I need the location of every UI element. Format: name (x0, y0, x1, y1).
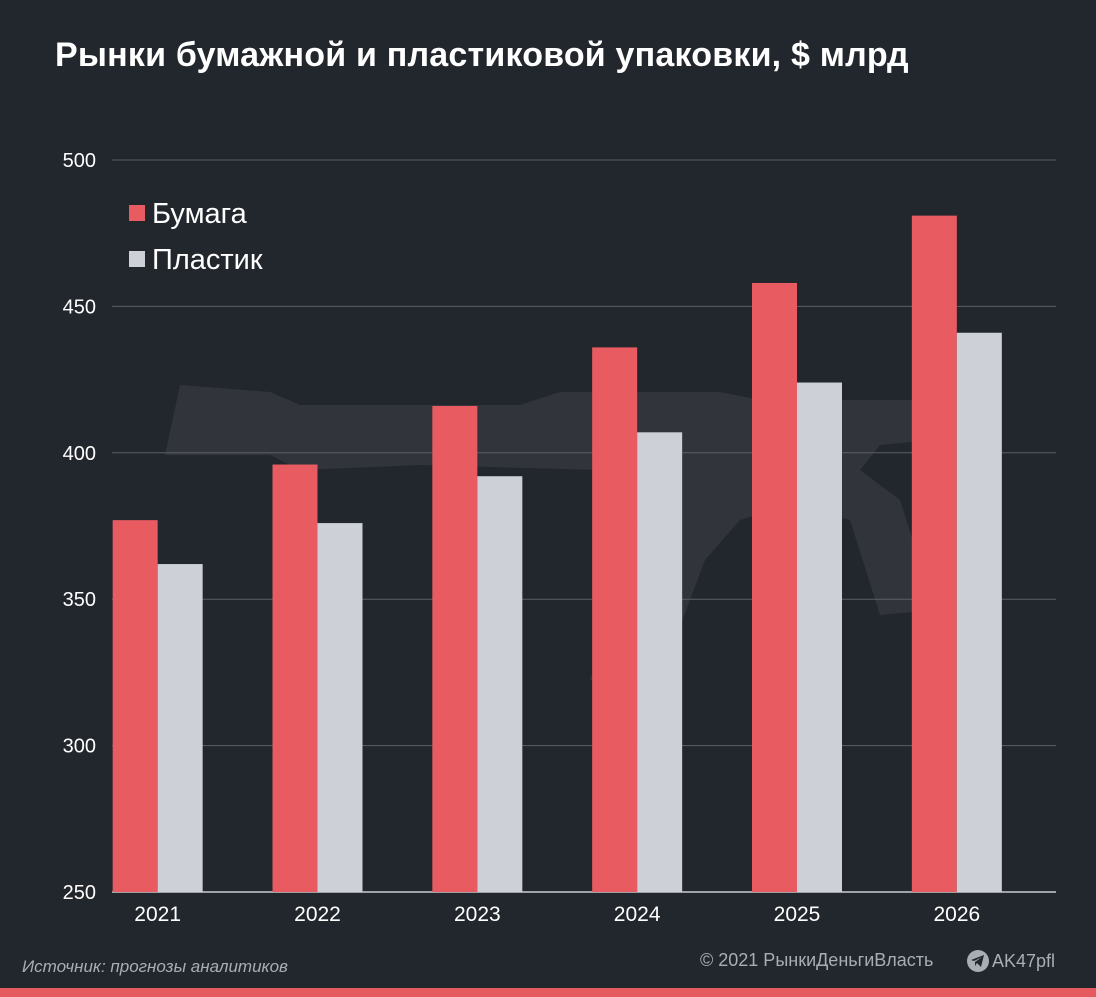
x-tick-label: 2021 (134, 903, 181, 926)
bottom-accent-bar (0, 988, 1096, 997)
telegram-icon (967, 950, 989, 972)
y-tick-label: 400 (63, 443, 96, 465)
chart-title: Рынки бумажной и пластиковой упаковки, $… (55, 36, 909, 74)
bar-paper-2021 (112, 520, 158, 892)
y-tick-label: 250 (63, 882, 96, 904)
legend-label-plastic: Пластик (152, 244, 263, 276)
x-tick-label: 2026 (933, 903, 980, 926)
bar-plastic-2025 (797, 382, 842, 892)
bar-paper-2025 (752, 282, 797, 892)
y-tick-label: 300 (63, 736, 96, 758)
x-tick-label: 2022 (294, 903, 341, 926)
legend-swatch-plastic (129, 251, 145, 267)
bar-paper-2022 (272, 464, 318, 892)
bar-plastic-2024 (637, 432, 683, 892)
bar-plastic-2026 (956, 332, 1002, 892)
legend-label-paper: Бумага (152, 198, 248, 230)
bar-paper-2023 (432, 405, 478, 892)
watermark-rifle-icon (165, 385, 935, 680)
bar-plastic-2023 (477, 476, 523, 892)
y-tick-label: 350 (63, 589, 96, 611)
bar-paper-2026 (911, 215, 957, 892)
telegram-handle[interactable]: AK47pfl (967, 950, 1055, 972)
x-tick-label: 2025 (774, 903, 821, 926)
legend-swatch-paper (129, 205, 145, 221)
y-tick-label: 500 (63, 150, 96, 172)
bar-plastic-2022 (317, 523, 363, 892)
x-tick-label: 2023 (454, 903, 501, 926)
bar-paper-2024 (592, 347, 638, 893)
x-tick-label: 2024 (614, 903, 661, 926)
y-tick-label: 450 (63, 296, 96, 318)
source-note: Источник: прогнозы аналитиков (22, 957, 288, 976)
bar-plastic-2021 (157, 564, 203, 892)
copyright-text: © 2021 РынкиДеньгиВласть (700, 950, 934, 970)
telegram-handle-text: AK47pfl (992, 950, 1056, 971)
